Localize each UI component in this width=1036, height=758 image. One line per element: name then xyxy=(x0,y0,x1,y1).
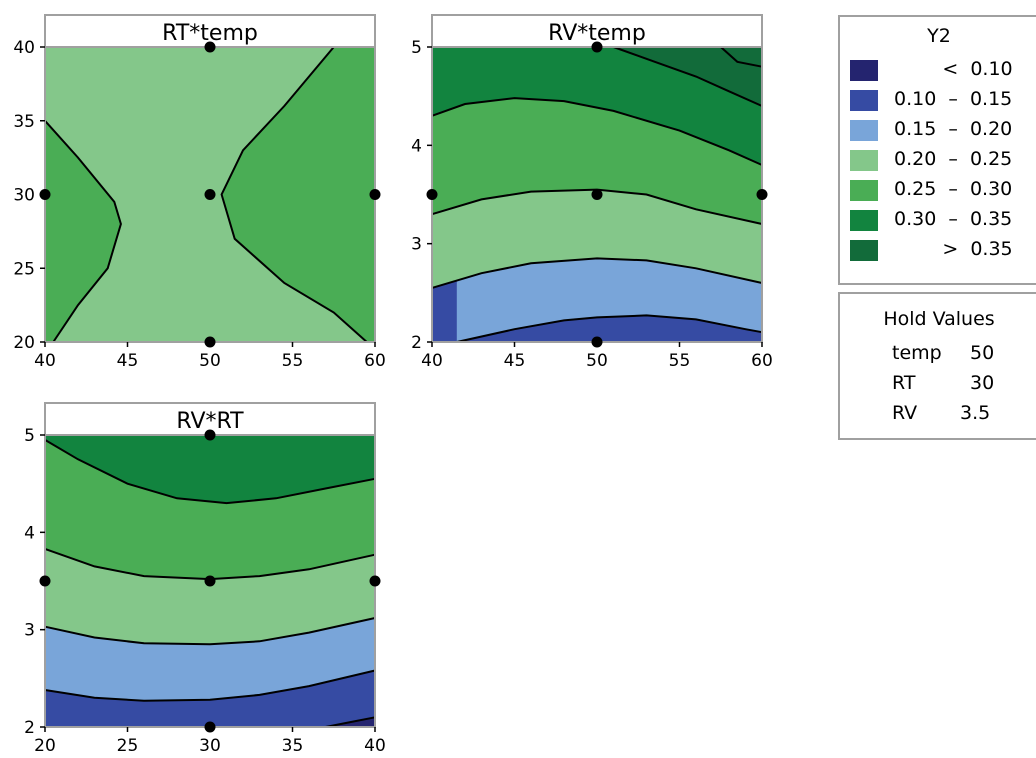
contour-band xyxy=(45,120,121,342)
design-point xyxy=(591,41,603,53)
x-tick-label: 55 xyxy=(282,351,304,371)
design-point xyxy=(204,429,216,441)
legend-swatch xyxy=(850,60,878,81)
legend-label: 0.15 – 0.20 xyxy=(894,118,1013,140)
y-tick-label: 3 xyxy=(24,621,35,641)
hold-value: 30 xyxy=(970,372,995,394)
hold-values-box: Hold Values temp 50 RT 30 RV 3.5 xyxy=(838,292,1036,440)
design-point xyxy=(369,189,381,200)
y-tick-label: 20 xyxy=(13,333,35,353)
contour-line xyxy=(325,716,376,728)
legend-item: 0.30 – 0.35 xyxy=(850,208,1030,234)
design-point xyxy=(204,189,216,200)
legend-item: 0.25 – 0.30 xyxy=(850,178,1030,204)
hold-name: RT xyxy=(892,372,916,394)
x-tick-label: 20 xyxy=(34,736,56,756)
contour-line xyxy=(44,617,376,646)
legend-swatch xyxy=(850,240,878,261)
y-tick-label: 25 xyxy=(13,259,35,279)
legend-label: 0.30 – 0.35 xyxy=(894,208,1013,230)
y-tick-label: 5 xyxy=(411,38,422,58)
design-point xyxy=(204,575,216,587)
design-point xyxy=(756,189,768,200)
legend-item: 0.20 – 0.25 xyxy=(850,148,1030,174)
y-tick-label: 30 xyxy=(13,186,35,206)
y-tick-label: 4 xyxy=(24,523,35,543)
x-tick-label: 45 xyxy=(504,351,526,371)
contour-band xyxy=(432,47,762,165)
y-tick-label: 5 xyxy=(24,426,35,446)
y-tick-label: 35 xyxy=(13,112,35,132)
hold-name: temp xyxy=(892,342,942,364)
legend-item: < 0.10 xyxy=(850,58,1030,84)
legend-swatch xyxy=(850,180,878,201)
contour-band xyxy=(720,47,762,67)
design-point xyxy=(591,336,603,348)
hold-value: 3.5 xyxy=(960,402,991,424)
x-tick-label: 50 xyxy=(586,351,608,371)
x-tick-label: 45 xyxy=(117,351,139,371)
contour-line xyxy=(456,314,763,343)
contour-line xyxy=(44,120,122,343)
design-point xyxy=(204,41,216,53)
x-tick-label: 30 xyxy=(199,736,221,756)
y-tick-label: 3 xyxy=(411,235,422,255)
x-tick-label: 55 xyxy=(669,351,691,371)
contour-line xyxy=(720,46,763,68)
legend-swatch xyxy=(850,150,878,171)
legend-swatch xyxy=(850,120,878,141)
design-point xyxy=(39,189,51,200)
contour-line xyxy=(44,669,376,702)
legend-label: > 0.35 xyxy=(894,238,1013,260)
y-tick-label: 2 xyxy=(411,333,422,353)
x-tick-label: 60 xyxy=(364,351,386,371)
x-tick-label: 35 xyxy=(282,736,304,756)
y-tick-label: 4 xyxy=(411,136,422,156)
legend-item: > 0.35 xyxy=(850,238,1030,264)
hold-value: 50 xyxy=(970,342,995,364)
contour-band xyxy=(613,47,762,106)
legend-title: Y2 xyxy=(927,25,951,47)
contour-line xyxy=(613,46,763,107)
x-tick-label: 40 xyxy=(421,351,443,371)
legend-box: Y2 < 0.10 0.10 – 0.15 0.15 – 0.20 0.20 – 0.… xyxy=(838,15,1036,285)
contour-line xyxy=(431,97,763,166)
contour-line xyxy=(220,46,368,343)
legend-label: 0.10 – 0.15 xyxy=(894,88,1013,110)
contour-line xyxy=(431,257,763,289)
hold-values-title: Hold Values xyxy=(883,308,995,330)
legend-swatch xyxy=(850,90,878,111)
legend-swatch xyxy=(850,210,878,231)
x-tick-label: 60 xyxy=(751,351,773,371)
design-point xyxy=(39,575,51,587)
legend-item: 0.15 – 0.20 xyxy=(850,118,1030,144)
legend-label: 0.20 – 0.25 xyxy=(894,148,1013,170)
design-point xyxy=(591,189,603,200)
design-point xyxy=(369,575,381,587)
design-point xyxy=(204,336,216,348)
legend-label: < 0.10 xyxy=(894,58,1013,80)
contour-line xyxy=(44,439,376,505)
x-tick-label: 50 xyxy=(199,351,221,371)
design-point xyxy=(204,721,216,733)
hold-name: RV xyxy=(892,402,918,424)
x-tick-label: 40 xyxy=(34,351,56,371)
y-tick-label: 40 xyxy=(13,38,35,58)
legend-label: 0.25 – 0.30 xyxy=(894,178,1013,200)
legend-item: 0.10 – 0.15 xyxy=(850,88,1030,114)
x-tick-label: 25 xyxy=(117,736,139,756)
contour-band xyxy=(221,47,375,342)
x-tick-label: 40 xyxy=(364,736,386,756)
design-point xyxy=(426,189,438,200)
contour-band xyxy=(45,435,375,504)
y-tick-label: 2 xyxy=(24,718,35,738)
